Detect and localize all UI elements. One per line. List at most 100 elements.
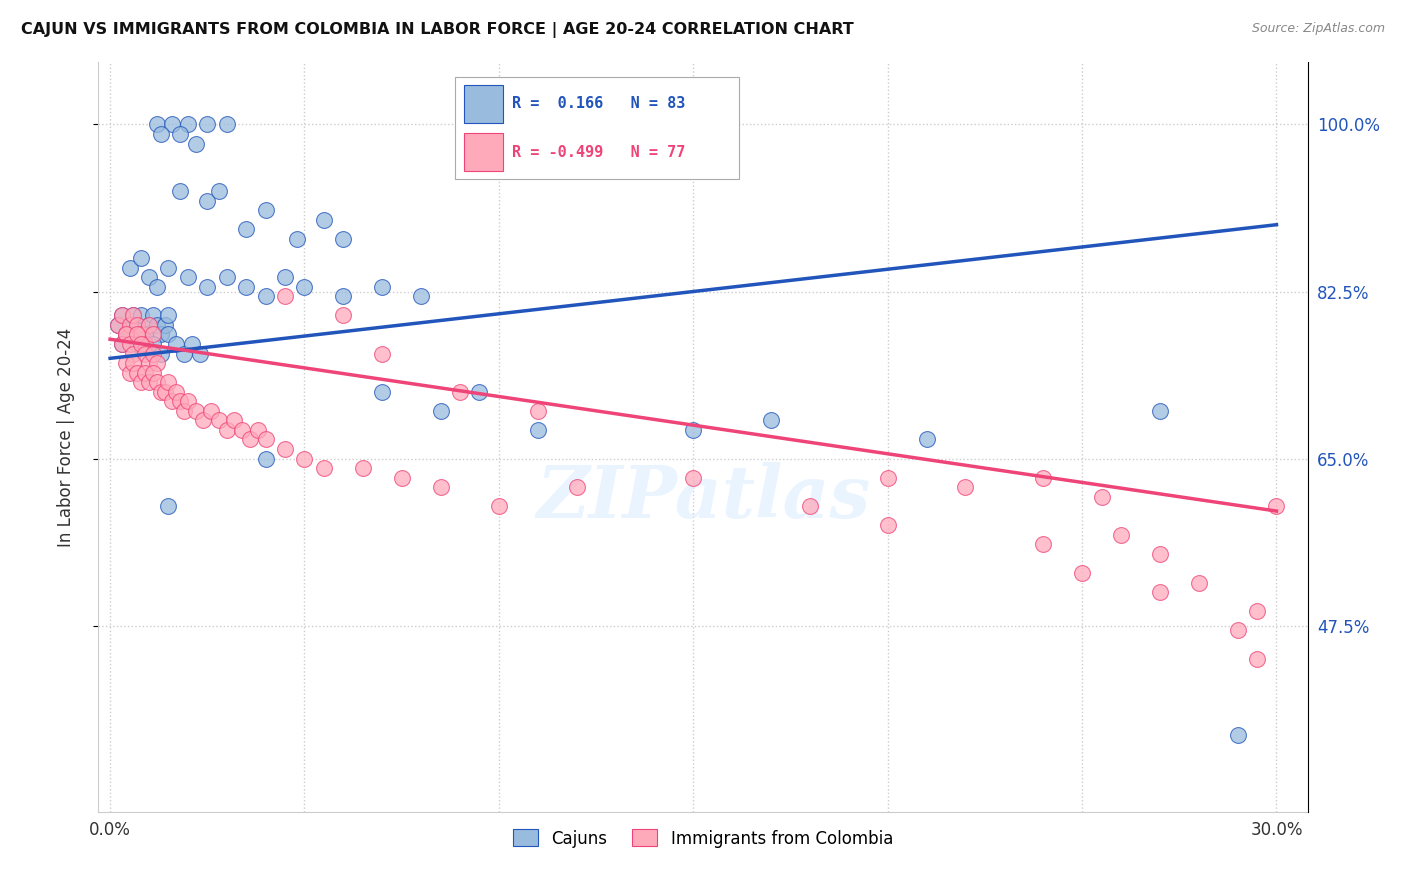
- Point: [118, 260, 141, 275]
- Point: [332, 232, 354, 246]
- Point: [157, 309, 180, 323]
- Point: [285, 232, 308, 246]
- Point: [142, 337, 165, 351]
- Point: [127, 318, 149, 332]
- Point: [127, 327, 149, 342]
- Point: [254, 451, 277, 466]
- Point: [682, 470, 704, 484]
- Point: [114, 327, 136, 342]
- Point: [169, 127, 191, 141]
- Point: [145, 118, 167, 132]
- Point: [254, 203, 277, 218]
- Point: [142, 366, 165, 380]
- Point: [122, 309, 145, 323]
- Point: [165, 337, 187, 351]
- Point: [371, 279, 394, 293]
- Point: [1188, 575, 1211, 590]
- Point: [1149, 547, 1171, 561]
- Point: [145, 375, 167, 389]
- Point: [429, 480, 451, 494]
- Point: [1265, 500, 1288, 514]
- Point: [332, 309, 354, 323]
- Point: [134, 327, 156, 342]
- Point: [294, 279, 316, 293]
- Point: [122, 346, 145, 360]
- Point: [312, 213, 335, 227]
- Point: [208, 413, 231, 427]
- Point: [145, 318, 167, 332]
- Point: [180, 337, 202, 351]
- Point: [565, 480, 588, 494]
- Point: [312, 461, 335, 475]
- Point: [134, 346, 156, 360]
- Point: [142, 309, 165, 323]
- Text: ZIPatlas: ZIPatlas: [536, 461, 870, 533]
- Point: [955, 480, 977, 494]
- Point: [145, 356, 167, 370]
- Point: [157, 327, 180, 342]
- Point: [118, 337, 141, 351]
- Point: [1032, 537, 1054, 551]
- Point: [149, 127, 172, 141]
- Point: [1226, 728, 1249, 742]
- Point: [294, 451, 316, 466]
- Point: [208, 184, 231, 198]
- Point: [127, 337, 149, 351]
- Point: [915, 433, 938, 447]
- Point: [138, 318, 160, 332]
- Legend: Cajuns, Immigrants from Colombia: Cajuns, Immigrants from Colombia: [505, 821, 901, 855]
- Point: [193, 413, 215, 427]
- Point: [173, 346, 195, 360]
- Point: [1109, 528, 1132, 542]
- Point: [129, 327, 152, 342]
- Point: [200, 404, 222, 418]
- Point: [129, 251, 152, 265]
- Point: [162, 118, 184, 132]
- Point: [215, 118, 238, 132]
- Point: [449, 384, 471, 399]
- Point: [157, 375, 180, 389]
- Point: [224, 413, 246, 427]
- Point: [1149, 585, 1171, 599]
- Point: [127, 366, 149, 380]
- Point: [239, 433, 262, 447]
- Point: [149, 346, 172, 360]
- Point: [274, 442, 297, 456]
- Point: [118, 366, 141, 380]
- Point: [371, 384, 394, 399]
- Point: [231, 423, 253, 437]
- Point: [488, 500, 510, 514]
- Point: [799, 500, 821, 514]
- Point: [195, 118, 218, 132]
- Point: [129, 375, 152, 389]
- Point: [352, 461, 374, 475]
- Point: [153, 318, 176, 332]
- Point: [411, 289, 433, 303]
- Point: [165, 384, 187, 399]
- Point: [114, 327, 136, 342]
- Point: [138, 356, 160, 370]
- Point: [235, 222, 257, 236]
- Point: [246, 423, 269, 437]
- Point: [1090, 490, 1112, 504]
- Point: [122, 356, 145, 370]
- Point: [254, 433, 277, 447]
- Point: [149, 384, 172, 399]
- Point: [177, 394, 200, 409]
- Point: [184, 136, 207, 151]
- Point: [134, 337, 156, 351]
- Point: [759, 413, 782, 427]
- Point: [142, 327, 165, 342]
- Point: [274, 270, 297, 285]
- Point: [118, 318, 141, 332]
- Point: [122, 309, 145, 323]
- Point: [107, 318, 129, 332]
- Text: CAJUN VS IMMIGRANTS FROM COLOMBIA IN LABOR FORCE | AGE 20-24 CORRELATION CHART: CAJUN VS IMMIGRANTS FROM COLOMBIA IN LAB…: [21, 22, 853, 38]
- Point: [138, 318, 160, 332]
- Point: [138, 270, 160, 285]
- Point: [876, 518, 898, 533]
- Point: [371, 346, 394, 360]
- Y-axis label: In Labor Force | Age 20-24: In Labor Force | Age 20-24: [56, 327, 75, 547]
- Point: [468, 384, 491, 399]
- Point: [111, 337, 134, 351]
